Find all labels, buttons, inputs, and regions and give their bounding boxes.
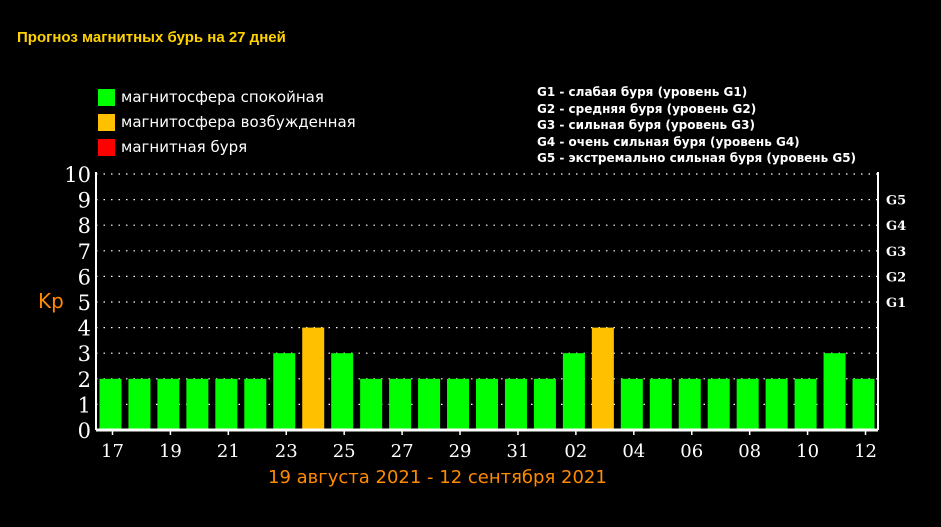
x-tick-label: 06 xyxy=(680,441,703,462)
legend-item-calm: магнитосфера спокойная xyxy=(98,87,324,107)
x-tick-label: 21 xyxy=(217,441,240,462)
bar xyxy=(302,327,325,429)
bar xyxy=(504,378,527,429)
legend-item-storm: магнитная буря xyxy=(98,137,247,157)
bar xyxy=(186,378,209,429)
y-axis-label: Kp xyxy=(38,289,64,313)
y-tick-label: 0 xyxy=(78,419,91,443)
x-tick-label: 10 xyxy=(796,441,819,462)
right-g-label: G5 xyxy=(886,194,906,209)
bar xyxy=(418,378,441,429)
right-g-label: G2 xyxy=(886,270,906,285)
y-tick-label: 8 xyxy=(78,214,91,238)
legend-label-excited: магнитосфера возбужденная xyxy=(121,113,356,131)
g3-legend-line: G3 - сильная буря (уровень G3) xyxy=(537,118,755,132)
bar xyxy=(678,378,701,429)
bar xyxy=(620,378,643,429)
x-tick-label: 29 xyxy=(449,441,472,462)
storm-level-legend: G1 - слабая буря (уровень G1) G2 - средн… xyxy=(537,84,856,167)
bar xyxy=(99,378,122,429)
x-tick-label: 27 xyxy=(391,441,414,462)
x-tick-label: 17 xyxy=(101,441,124,462)
bar xyxy=(707,378,730,429)
bar xyxy=(157,378,180,429)
y-tick-label: 1 xyxy=(78,393,91,417)
bar xyxy=(360,378,383,429)
x-tick-label: 08 xyxy=(738,441,761,462)
y-tick-label: 3 xyxy=(78,342,91,366)
right-g-label: G4 xyxy=(886,219,906,234)
g4-legend-line: G4 - очень сильная буря (уровень G4) xyxy=(537,134,800,149)
x-tick-label: 19 xyxy=(159,441,182,462)
bar xyxy=(215,378,238,429)
bar xyxy=(562,353,585,429)
bar xyxy=(533,378,556,429)
bar xyxy=(447,378,470,429)
legend-label-calm: магнитосфера спокойная xyxy=(121,88,324,106)
y-tick-label: 6 xyxy=(78,265,91,289)
bar xyxy=(244,378,267,429)
legend-item-excited: магнитосфера возбужденная xyxy=(98,112,356,132)
g1-legend-line: G1 - слабая буря (уровень G1) xyxy=(537,85,748,99)
right-g-label: G3 xyxy=(886,245,906,260)
g5-legend-line: G5 - экстремально сильная буря (уровень … xyxy=(537,151,857,165)
legend-swatch-excited xyxy=(98,113,115,131)
chart-title: Прогноз магнитных бурь на 27 дней xyxy=(17,29,286,46)
y-tick-label: 4 xyxy=(78,317,91,341)
bar xyxy=(389,378,412,429)
y-tick-label: 9 xyxy=(78,189,91,213)
x-tick-label: 12 xyxy=(854,441,877,462)
y-tick-label: 2 xyxy=(78,368,91,392)
y-tick-label: 7 xyxy=(78,240,91,264)
bar xyxy=(736,378,759,429)
legend-swatch-calm xyxy=(98,88,115,106)
x-tick-label: 02 xyxy=(564,441,587,462)
legend-label-storm: магнитная буря xyxy=(121,138,248,156)
bar xyxy=(765,378,788,429)
bar xyxy=(591,327,614,429)
g2-legend-line: G2 - средняя буря (уровень G2) xyxy=(537,101,757,116)
right-g-label: G1 xyxy=(886,296,906,311)
bar xyxy=(649,378,672,429)
bar xyxy=(331,353,354,429)
bar xyxy=(273,353,296,429)
bar xyxy=(475,378,499,429)
y-tick-label: 5 xyxy=(78,291,91,315)
x-tick-label: 25 xyxy=(333,441,356,462)
bar xyxy=(823,353,846,429)
x-tick-label: 23 xyxy=(275,441,298,462)
y-tick-label: 10 xyxy=(64,163,91,187)
bar xyxy=(852,378,875,429)
bar xyxy=(794,378,817,429)
bar xyxy=(128,378,151,429)
legend-swatch-storm xyxy=(98,138,115,156)
x-tick-label: 31 xyxy=(507,441,530,462)
date-range-subtitle: 19 августа 2021 - 12 сентября 2021 xyxy=(268,467,607,488)
x-tick-label: 04 xyxy=(622,441,645,462)
